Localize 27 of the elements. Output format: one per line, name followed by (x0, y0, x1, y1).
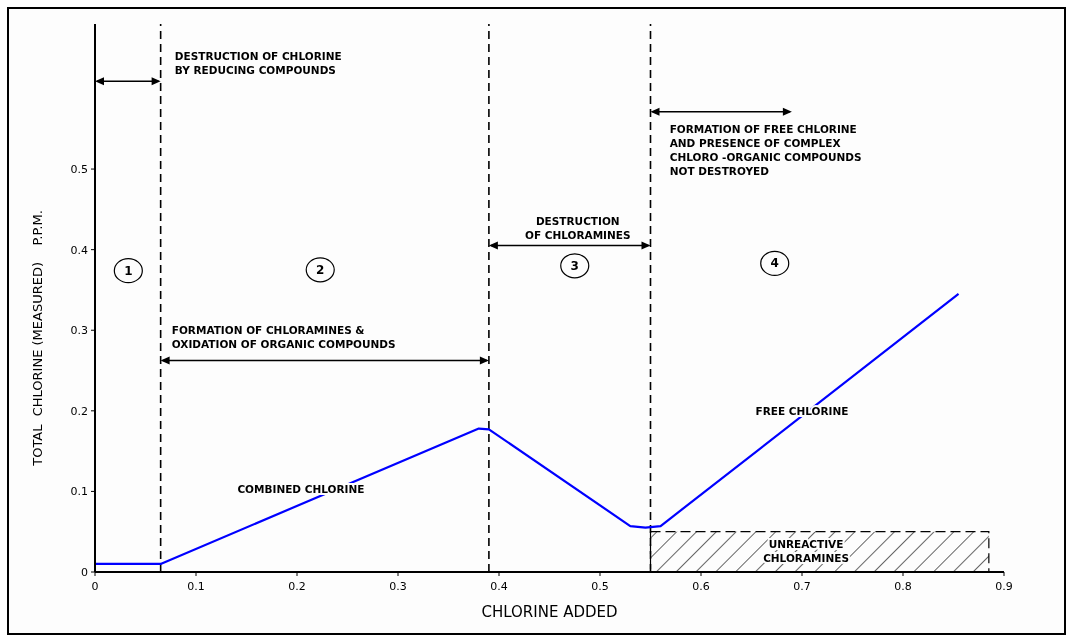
annotation: DESTRUCTION OF CHLORINE BY REDUCING COMPOUNDS (174, 50, 342, 77)
x-tick-label: 0.7 (793, 580, 811, 593)
annotation: 1 (124, 263, 133, 278)
x-tick-label: 0.3 (389, 580, 407, 593)
y-tick-label: 0.2 (70, 404, 88, 418)
y-tick-label: 0.1 (70, 485, 88, 499)
x-tick-label: 0.9 (995, 580, 1013, 593)
y-axis-title: TOTAL CHLORINE (MEASURED) P.P.M. (30, 210, 45, 467)
annotation: 2 (316, 262, 325, 277)
x-tick-label: 0.1 (187, 580, 205, 593)
y-tick-label: 0.5 (70, 163, 88, 177)
annotation: FORMATION OF CHLORAMINES & OXIDATION OF ORGANIC COMPOUNDS (171, 324, 396, 351)
annotation: DESTRUCTION OF CHLORAMINES (524, 215, 631, 242)
x-tick-label: 0 (91, 580, 99, 593)
x-tick-label: 0.8 (894, 580, 912, 593)
annotation: 3 (570, 258, 579, 273)
y-tick-label: 0.4 (70, 243, 88, 257)
y-tick-label: 0.3 (70, 324, 88, 338)
x-tick-label: 0.4 (490, 580, 508, 593)
x-axis-title: CHLORINE ADDED (481, 603, 618, 621)
annotation: FORMATION OF FREE CHLORINE AND PRESENCE OF COMPLEX CHLORO -ORGANIC COMPOUNDS NOT DESTROYED (669, 122, 862, 177)
x-tick-label: 0.6 (692, 580, 710, 593)
y-tick-label: 0 (81, 566, 88, 579)
annotation: 4 (770, 256, 779, 271)
x-tick-label: 0.2 (288, 580, 306, 593)
line-series (93, 292, 960, 566)
x-tick-label: 0.5 (591, 580, 609, 593)
